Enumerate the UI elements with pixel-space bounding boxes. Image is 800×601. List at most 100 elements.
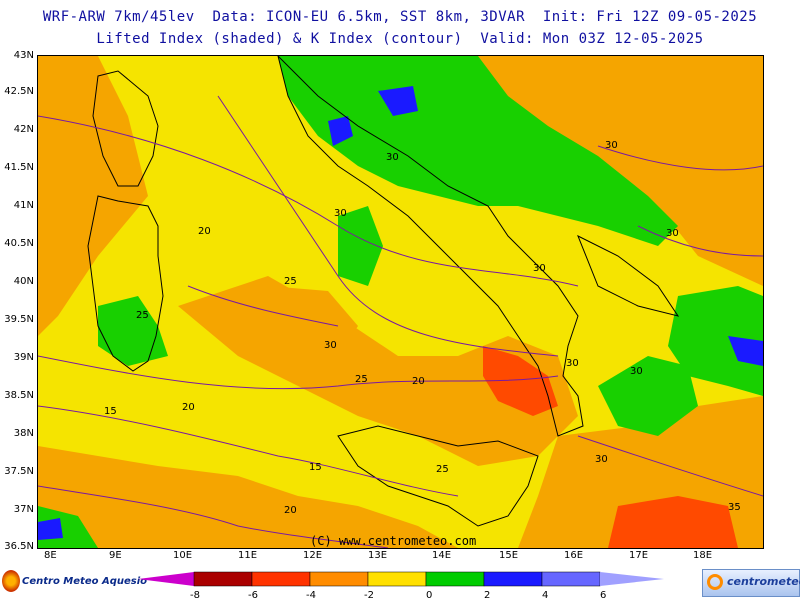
lon-label: 9E bbox=[109, 550, 122, 561]
legend-swatch bbox=[367, 571, 427, 587]
legend-swatch bbox=[138, 572, 194, 586]
k-index-contour bbox=[38, 115, 579, 287]
lon-label: 15E bbox=[499, 550, 519, 561]
legend-swatch bbox=[541, 571, 601, 587]
lat-label: 39N bbox=[13, 352, 34, 363]
lat-label: 42.5N bbox=[4, 86, 34, 97]
centrometeo-logo[interactable]: centrometeo bbox=[702, 569, 800, 597]
contour-label: 20 bbox=[284, 505, 297, 516]
legend-label: 2 bbox=[484, 590, 491, 601]
contour-label: 20 bbox=[182, 402, 195, 413]
k-index-contour bbox=[38, 405, 459, 497]
legend-swatch bbox=[600, 572, 664, 586]
lon-label: 16E bbox=[564, 550, 584, 561]
lifted-index-orange-region bbox=[178, 276, 578, 466]
legend-label: 6 bbox=[600, 590, 607, 601]
lat-label: 39.5N bbox=[4, 314, 34, 325]
lifted-index-red-region bbox=[483, 346, 558, 416]
contour-label: 20 bbox=[198, 226, 211, 237]
contour-label: 25 bbox=[355, 374, 368, 385]
coastline bbox=[92, 70, 159, 187]
lon-label: 18E bbox=[693, 550, 713, 561]
lon-label: 10E bbox=[173, 550, 193, 561]
lon-label: 11E bbox=[238, 550, 258, 561]
contour-label: 25 bbox=[436, 464, 449, 475]
legend-label: 4 bbox=[542, 590, 549, 601]
contour-label: 30 bbox=[630, 366, 643, 377]
lifted-index-red-region bbox=[608, 496, 738, 548]
legend-label: -4 bbox=[306, 590, 316, 601]
k-index-contour bbox=[637, 225, 763, 257]
weather-map[interactable]: 30 30 30 30 30 30 30 30 30 25 25 25 25 2… bbox=[37, 55, 764, 549]
lat-label: 41.5N bbox=[4, 162, 34, 173]
contour-label: 30 bbox=[595, 454, 608, 465]
weather-map-canvas: 30 30 30 30 30 30 30 30 30 25 25 25 25 2… bbox=[38, 56, 763, 548]
coastline bbox=[337, 425, 539, 527]
lifted-index-orange-region bbox=[38, 446, 458, 548]
legend-swatch bbox=[309, 571, 369, 587]
contour-label: 25 bbox=[284, 276, 297, 287]
coastline bbox=[577, 234, 680, 317]
contour-label: 30 bbox=[324, 340, 337, 351]
legend-label: 0 bbox=[426, 590, 433, 601]
k-index-contour bbox=[577, 435, 763, 497]
k-index-contour bbox=[38, 485, 389, 548]
legend-swatch bbox=[251, 571, 311, 587]
lat-label: 37N bbox=[13, 504, 34, 515]
lifted-index-legend bbox=[138, 571, 664, 587]
lifted-index-green-region bbox=[278, 56, 678, 246]
lifted-index-blue-region bbox=[728, 336, 763, 366]
contour-label: 30 bbox=[566, 358, 579, 369]
centrometeo-emblem-icon bbox=[707, 574, 723, 590]
contour-label: 30 bbox=[386, 152, 399, 163]
k-index-contour bbox=[217, 95, 559, 357]
map-title-line-1: WRF-ARW 7km/45lev Data: ICON-EU 6.5km, S… bbox=[42, 9, 758, 25]
legend-swatch bbox=[483, 571, 543, 587]
legend-label: -6 bbox=[248, 590, 258, 601]
contour-label: 15 bbox=[309, 462, 322, 473]
lon-label: 8E bbox=[44, 550, 57, 561]
lat-label: 42N bbox=[13, 124, 34, 135]
legend-label: -2 bbox=[364, 590, 374, 601]
centro-meteo-aquesio-logo[interactable]: Centro Meteo Aquesio bbox=[2, 568, 147, 596]
contour-label: 30 bbox=[666, 228, 679, 239]
contour-label: 30 bbox=[533, 263, 546, 274]
lifted-index-blue-region bbox=[378, 86, 418, 116]
map-title-line-2: Lifted Index (shaded) & K Index (contour… bbox=[96, 31, 704, 47]
lon-label: 12E bbox=[303, 550, 323, 561]
contour-label: 30 bbox=[334, 208, 347, 219]
lat-label: 43N bbox=[13, 50, 34, 61]
contour-label: 15 bbox=[104, 406, 117, 417]
lon-label: 14E bbox=[432, 550, 452, 561]
lifted-index-green-region bbox=[338, 206, 383, 286]
logo-left-text: Centro Meteo Aquesio bbox=[22, 576, 147, 587]
logo-emblem-icon bbox=[2, 570, 20, 592]
legend-swatch bbox=[193, 571, 253, 587]
lat-label: 38N bbox=[13, 428, 34, 439]
legend-label: -8 bbox=[190, 590, 200, 601]
k-index-contour bbox=[597, 145, 763, 171]
lat-label: 40N bbox=[13, 276, 34, 287]
lifted-index-green-region bbox=[668, 286, 763, 396]
lat-label: 40.5N bbox=[4, 238, 34, 249]
contour-label: 30 bbox=[605, 140, 618, 151]
lat-label: 37.5N bbox=[4, 466, 34, 477]
logo-right-text: centrometeo bbox=[727, 575, 800, 588]
lon-label: 17E bbox=[629, 550, 649, 561]
coastline bbox=[277, 56, 584, 437]
lon-label: 13E bbox=[368, 550, 388, 561]
contour-label: 20 bbox=[412, 376, 425, 387]
lat-label: 36.5N bbox=[4, 541, 34, 552]
lifted-index-green-region bbox=[598, 356, 698, 436]
lat-label: 41N bbox=[13, 200, 34, 211]
lat-label: 38.5N bbox=[4, 390, 34, 401]
k-index-contour bbox=[187, 285, 339, 327]
k-index-contour bbox=[38, 355, 559, 390]
lifted-index-green-region bbox=[98, 296, 168, 366]
credit-text: (C) www.centrometeo.com bbox=[310, 534, 477, 548]
contour-label: 35 bbox=[728, 502, 741, 513]
coastline bbox=[87, 195, 164, 372]
lifted-index-blue-region bbox=[328, 116, 353, 146]
legend-swatch bbox=[425, 571, 485, 587]
contour-label: 25 bbox=[136, 310, 149, 321]
